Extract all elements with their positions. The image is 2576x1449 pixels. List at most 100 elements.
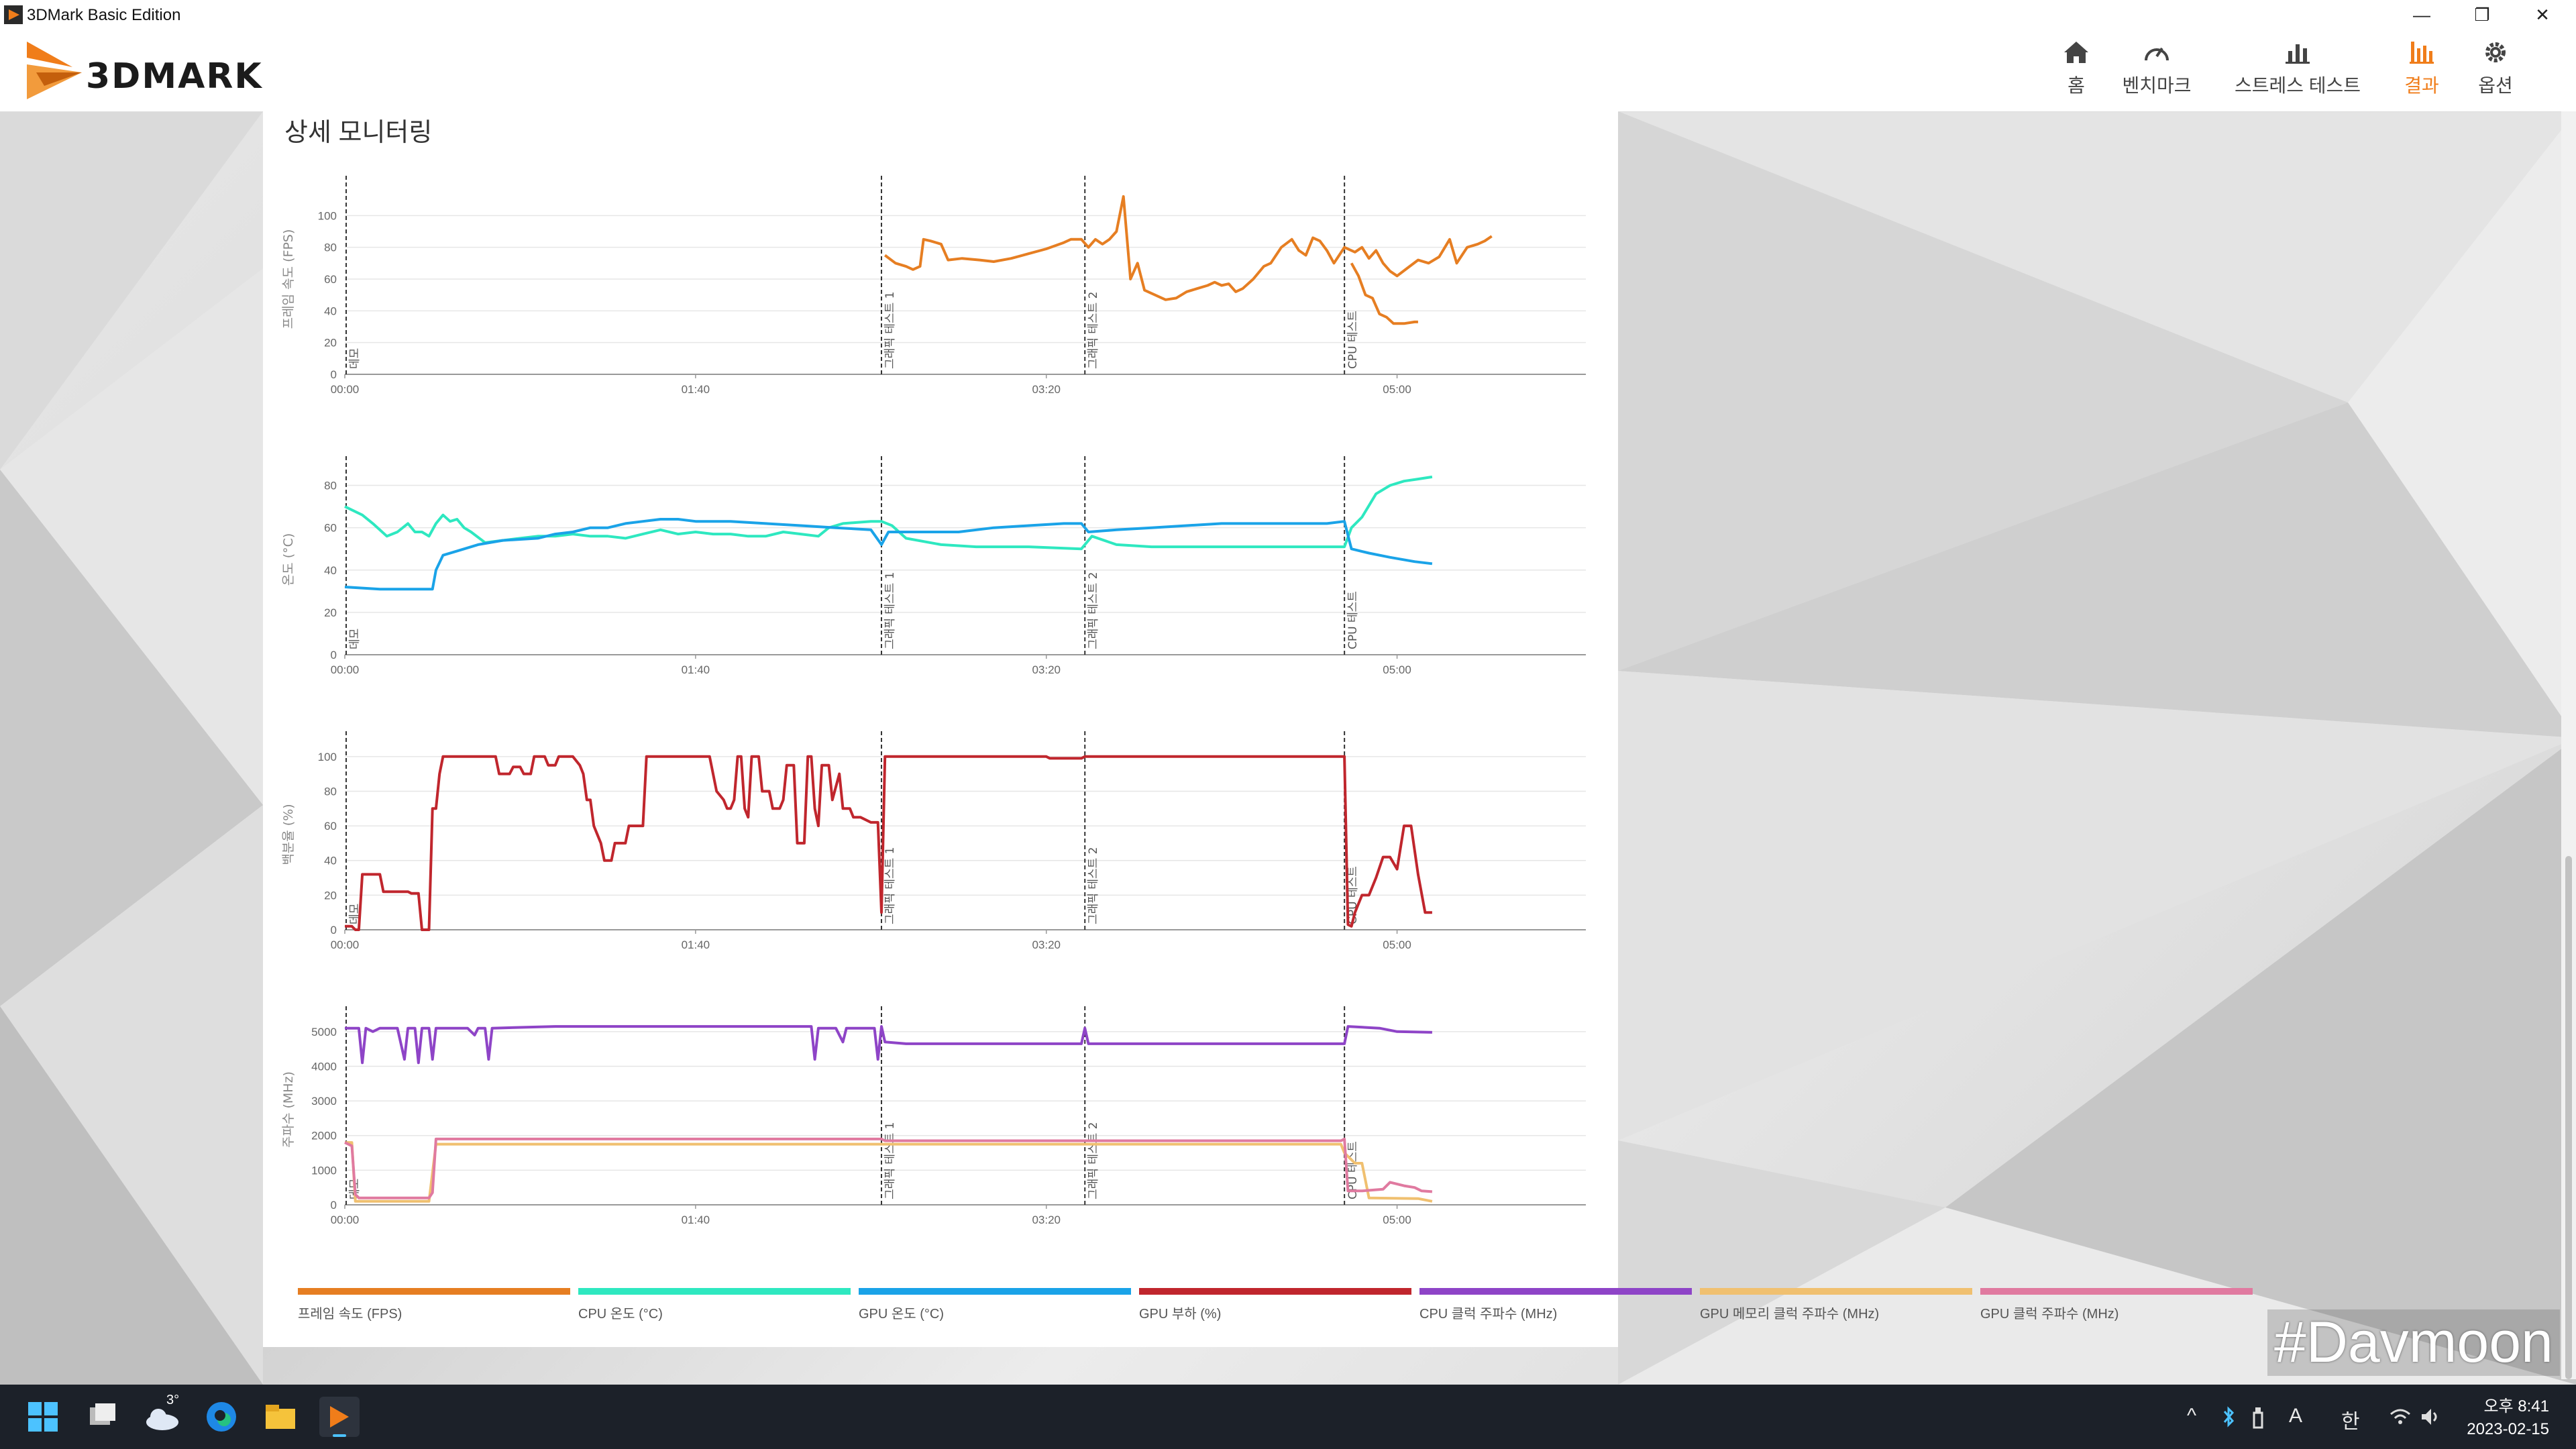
nav-benchmark[interactable]: 벤치마크 xyxy=(2113,38,2200,105)
nav-home-label: 홈 xyxy=(2068,75,2085,96)
legend-color-bar xyxy=(298,1288,570,1295)
y-tick-label: 0 xyxy=(331,368,337,381)
weather-widget[interactable]: 3° xyxy=(142,1393,182,1437)
taskbar-clock[interactable]: 오후 8:41 2023-02-15 xyxy=(2442,1395,2549,1441)
legend-label: GPU 클럭 주파수 (MHz) xyxy=(1980,1307,2119,1322)
watermark: #Davmoon xyxy=(2267,1309,2560,1376)
clock-time: 오후 8:41 xyxy=(2483,1397,2549,1415)
3dmark-logo[interactable]: 3DMARK xyxy=(24,38,306,105)
series-line-fps xyxy=(883,195,1493,301)
legend-item[interactable]: 프레임 속도 (FPS) xyxy=(298,1288,570,1328)
x-tick-label: 00:00 xyxy=(331,663,360,676)
y-tick-label: 1000 xyxy=(311,1164,337,1177)
series-line-cpu_temp xyxy=(344,475,1433,551)
legend-color-bar xyxy=(578,1288,851,1295)
test-marker-label: CPU 테스트 xyxy=(1346,1141,1360,1199)
y-tick-label: 4000 xyxy=(311,1060,337,1073)
section-title: 상세 모니터링 xyxy=(284,119,433,147)
legend-color-bar xyxy=(1419,1288,1692,1295)
y-tick-label: 0 xyxy=(331,649,337,661)
nav-stress-test-label: 스트레스 테스트 xyxy=(2234,75,2361,96)
test-marker-label: 그래픽 테스트 2 xyxy=(1087,292,1100,369)
monitoring-charts: 0 20 40 60 80 100 프레임 속도 (FPS) 00:00 01:40 03:20 0… xyxy=(281,176,1586,1226)
x-tick-label: 03:20 xyxy=(1032,383,1061,396)
legend-item[interactable]: GPU 온도 (°C) xyxy=(859,1288,1131,1328)
y-tick-label: 20 xyxy=(324,337,337,350)
scrollbar-thumb[interactable] xyxy=(2565,856,2572,1379)
3dmark-taskbar-icon xyxy=(330,1406,349,1428)
restore-button[interactable]: ❐ xyxy=(2474,5,2490,25)
nav-stress-test[interactable]: 스트레스 테스트 xyxy=(2220,38,2375,105)
test-marker-label: 그래픽 테스트 1 xyxy=(883,1122,897,1199)
x-tick-label: 00:00 xyxy=(331,383,360,396)
results-icon xyxy=(2410,42,2434,64)
input-mode-indicator[interactable]: A xyxy=(2289,1405,2303,1427)
nav-results[interactable]: 결과 xyxy=(2395,38,2449,105)
nav-options[interactable]: 옵션 xyxy=(2469,38,2522,105)
x-tick-label: 00:00 xyxy=(331,1214,360,1226)
x-tick-label: 03:20 xyxy=(1032,1214,1061,1226)
legend-label: 프레임 속도 (FPS) xyxy=(298,1307,402,1322)
usb-drive-icon[interactable] xyxy=(2250,1403,2266,1430)
y-axis-label: 백분율 (%) xyxy=(281,804,296,865)
y-tick-label: 20 xyxy=(324,606,337,619)
file-explorer-icon[interactable] xyxy=(260,1397,301,1437)
logo-chevron-icon xyxy=(27,42,82,99)
test-marker-label: 데모 xyxy=(348,629,362,649)
y-tick-label: 60 xyxy=(324,820,337,833)
x-tick-label: 05:00 xyxy=(1383,938,1411,951)
bluetooth-icon[interactable] xyxy=(2220,1405,2237,1429)
series-line-gpu_load xyxy=(345,755,1432,931)
x-tick-label: 01:40 xyxy=(682,383,710,396)
y-tick-label: 5000 xyxy=(311,1026,337,1038)
edge-browser-icon[interactable] xyxy=(201,1397,241,1437)
app-header: 3DMARK 홈 벤치마크 스트레스 테스트 결과 옵션 xyxy=(0,30,2576,112)
y-tick-label: 0 xyxy=(331,1199,337,1212)
clock-date: 2023-02-15 xyxy=(2467,1420,2549,1438)
legend-color-bar xyxy=(1700,1288,1972,1295)
3dmark-taskbar-app[interactable] xyxy=(319,1397,360,1437)
page-scrollbar[interactable] xyxy=(2561,111,2576,1379)
legend-color-bar xyxy=(859,1288,1131,1295)
legend-item[interactable]: GPU 메모리 클럭 주파수 (MHz) xyxy=(1700,1288,1972,1328)
y-tick-label: 80 xyxy=(324,785,337,798)
x-tick-label: 00:00 xyxy=(331,938,360,951)
legend-item[interactable]: CPU 클럭 주파수 (MHz) xyxy=(1419,1288,1692,1328)
home-icon xyxy=(2064,42,2088,63)
minimize-button[interactable]: — xyxy=(2413,5,2430,25)
y-axis-label: 프레임 속도 (FPS) xyxy=(281,229,296,329)
y-tick-label: 0 xyxy=(331,924,337,936)
gauge-icon xyxy=(2145,47,2169,61)
test-marker-label: 그래픽 테스트 1 xyxy=(883,847,897,924)
nav-results-label: 결과 xyxy=(2404,75,2439,96)
ime-indicator[interactable]: 한 xyxy=(2341,1411,2360,1433)
series-line-gpu_mem_clock xyxy=(345,1141,1433,1203)
y-tick-label: 3000 xyxy=(311,1095,337,1108)
nav-home[interactable]: 홈 xyxy=(2053,38,2100,105)
test-marker-label: 데모 xyxy=(348,348,362,369)
legend-item[interactable]: GPU 부하 (%) xyxy=(1139,1288,1411,1328)
wifi-icon[interactable] xyxy=(2388,1405,2412,1429)
tray-overflow-icon[interactable]: ^ xyxy=(2187,1405,2197,1427)
series-line-cpu_clock xyxy=(345,1025,1432,1065)
windows-start-icon[interactable] xyxy=(23,1397,63,1437)
y-tick-label: 2000 xyxy=(311,1130,337,1142)
legend-label: CPU 온도 (°C) xyxy=(578,1307,663,1322)
logo-text: 3DMARK xyxy=(86,56,263,97)
x-tick-label: 05:00 xyxy=(1383,383,1411,396)
volume-icon[interactable] xyxy=(2418,1405,2442,1429)
x-tick-label: 05:00 xyxy=(1383,663,1411,676)
legend-item[interactable]: GPU 클럭 주파수 (MHz) xyxy=(1980,1288,2253,1328)
close-button[interactable]: ✕ xyxy=(2535,5,2550,25)
gear-icon xyxy=(2485,42,2506,62)
legend-item[interactable]: CPU 온도 (°C) xyxy=(578,1288,851,1328)
nav-benchmark-label: 벤치마크 xyxy=(2122,75,2192,96)
task-view-icon[interactable] xyxy=(83,1397,123,1437)
y-tick-label: 100 xyxy=(318,209,337,222)
y-tick-label: 40 xyxy=(324,855,337,867)
y-tick-label: 80 xyxy=(324,241,337,254)
y-axis-label: 온도 (°C) xyxy=(281,533,296,586)
test-marker-label: 그래픽 테스트 1 xyxy=(883,572,897,649)
weather-temp: 3° xyxy=(166,1393,180,1407)
y-tick-label: 20 xyxy=(324,889,337,902)
